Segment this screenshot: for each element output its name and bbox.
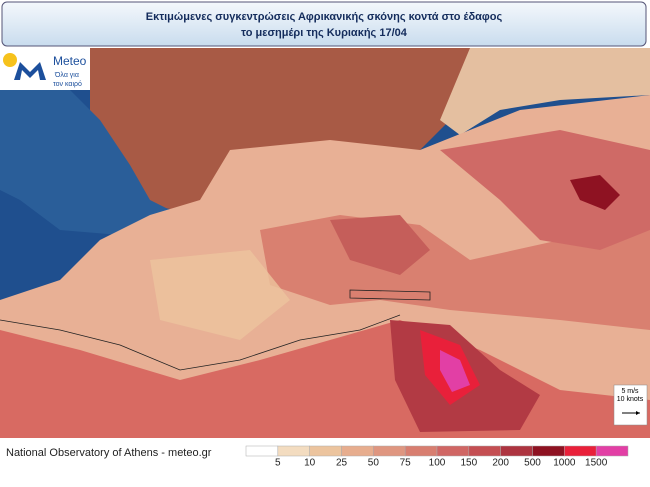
wind-speed: 5 m/s <box>621 388 639 395</box>
legend-label: 5 <box>275 458 281 469</box>
footer-credit: National Observatory of Athens - meteo.g… <box>6 447 212 459</box>
legend-swatch <box>341 445 374 457</box>
legend-label: 100 <box>429 458 446 469</box>
legend-label: 500 <box>524 458 541 469</box>
legend-swatch <box>564 445 597 457</box>
legend-swatch <box>404 445 438 457</box>
legend: 5 10 25 50 75 100 150 200 500 1000 1500 <box>245 445 629 469</box>
legend-label: 150 <box>460 458 477 469</box>
subtitle: το μεσημέρι της Κυριακής 17/04 <box>241 27 408 39</box>
legend-swatch <box>277 445 310 457</box>
legend-swatch <box>532 445 565 457</box>
legend-label: 10 <box>304 458 316 469</box>
legend-swatch <box>468 445 501 457</box>
wind-scale: 5 m/s 10 knots <box>613 384 648 426</box>
header-box <box>1 1 647 47</box>
legend-label: 200 <box>492 458 509 469</box>
logo-tagline: Όλα για <box>54 72 79 79</box>
legend-label: 50 <box>368 458 380 469</box>
wind-knots: 10 knots <box>617 396 644 403</box>
legend-swatch <box>595 445 629 457</box>
legend-label: 75 <box>400 458 412 469</box>
legend-label: 1500 <box>585 458 608 469</box>
legend-label: 25 <box>336 458 348 469</box>
legend-swatch <box>309 445 342 457</box>
logo-tagline: τον καιρό <box>53 80 82 88</box>
legend-swatch <box>500 445 533 457</box>
legend-label: 1000 <box>553 458 576 469</box>
map <box>0 48 650 438</box>
title: Εκτιμώμενες συγκεντρώσεις Αφρικανικής σκ… <box>146 11 503 23</box>
legend-swatch <box>436 445 470 457</box>
legend-swatch <box>373 445 406 457</box>
logo-name: Meteo <box>53 54 87 68</box>
legend-swatch <box>245 445 279 457</box>
logo: Meteo Όλα για τον καιρό <box>0 48 90 90</box>
